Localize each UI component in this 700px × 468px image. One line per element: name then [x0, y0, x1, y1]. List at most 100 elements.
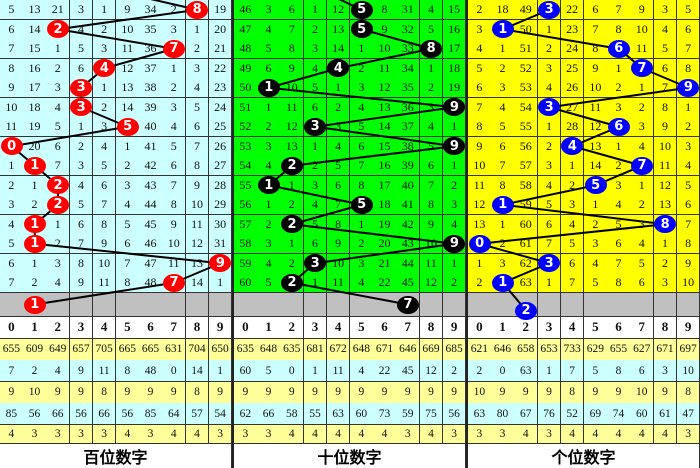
omission-cell: 8 [0, 58, 24, 79]
omission-cell: 18 [491, 0, 515, 20]
omission-cell: 7 [116, 253, 140, 274]
stat-cell: 9 [419, 381, 444, 404]
omission-cell: 1 [607, 136, 631, 157]
omission-cell: 4 [326, 136, 351, 157]
omission-cell: 1 [537, 273, 562, 293]
stat-cell: 697 [676, 338, 700, 361]
hit-ball: 4 [327, 59, 350, 78]
hit-ball: 5 [350, 0, 373, 19]
stat-cell: 8 [92, 381, 117, 404]
omission-cell: 34 [139, 0, 163, 20]
omission-cell: 10 [326, 253, 351, 274]
digit-header: 1 [23, 316, 47, 339]
omission-cell: 32 [396, 19, 421, 40]
omission-cell: 5 [257, 273, 281, 293]
hit-ball: 1 [491, 273, 514, 292]
digit-header: 2 [280, 316, 305, 339]
stat-cell: 1 [537, 360, 562, 382]
stat-cell: 75 [419, 403, 444, 425]
omission-cell: 8 [350, 175, 374, 196]
omission-cell: 4 [257, 253, 281, 274]
prediction-row-cell [92, 292, 117, 317]
omission-cell: 52 [514, 58, 539, 79]
omission-cell: 11 [162, 253, 187, 274]
hit-ball: 1 [23, 156, 46, 175]
hit-ball: 5 [116, 117, 139, 136]
hit-ball: 6 [607, 39, 630, 58]
stat-cell: 56 [69, 403, 94, 425]
omission-cell: 4 [630, 136, 655, 157]
omission-cell: 1 [419, 58, 444, 79]
omission-cell: 1 [442, 117, 467, 137]
hit-ball: 3 [538, 0, 561, 19]
hit-ball: 9 [443, 234, 466, 253]
omission-cell: 47 [234, 19, 258, 40]
omission-cell: 7 [653, 78, 678, 98]
omission-cell: 13 [653, 195, 678, 215]
digit-header: 3 [69, 316, 94, 339]
stat-cell: 45 [396, 360, 421, 382]
omission-cell: 3 [69, 0, 94, 20]
omission-cell: 8 [653, 97, 678, 118]
digit-header: 1 [257, 316, 281, 339]
stat-cell: 0 [280, 360, 305, 382]
omission-cell: 43 [139, 175, 163, 196]
stat-cell: 4 [607, 424, 631, 444]
omission-cell: 14 [373, 117, 397, 137]
prediction-row-cell [46, 292, 71, 317]
panel-title: 十位数字 [234, 443, 466, 468]
omission-cell: 9 [69, 273, 94, 293]
omission-cell: 18 [373, 195, 397, 215]
omission-cell: 59 [234, 253, 258, 274]
omission-cell: 11 [419, 253, 444, 274]
omission-cell: 2 [442, 273, 467, 293]
omission-cell: 8 [92, 214, 117, 235]
omission-cell: 5 [303, 214, 328, 235]
omission-cell: 16 [23, 58, 47, 79]
stat-cell: 4 [373, 424, 397, 444]
prediction-row-cell [442, 292, 467, 317]
omission-cell: 50 [234, 78, 258, 98]
omission-cell: 3 [92, 117, 117, 137]
omission-cell: 3 [537, 156, 562, 176]
omission-cell: 40 [396, 175, 421, 196]
omission-cell: 3 [350, 253, 374, 274]
stat-cell: 665 [116, 338, 140, 361]
omission-cell: 5 [676, 175, 700, 196]
omission-cell: 4 [257, 156, 281, 176]
omission-cell: 4 [257, 19, 281, 40]
omission-cell: 6 [116, 234, 140, 254]
omission-cell: 3 [350, 78, 374, 98]
stat-cell: 2 [468, 360, 492, 382]
omission-cell: 4 [676, 156, 700, 176]
hit-ball: 5 [350, 195, 373, 214]
hit-ball: 2 [47, 195, 69, 214]
omission-cell: 3 [584, 234, 608, 254]
omission-cell: 14 [116, 97, 140, 118]
omission-cell: 7 [0, 39, 24, 59]
digit-header: 6 [607, 316, 631, 339]
stat-cell: 11 [92, 360, 117, 382]
stat-cell: 704 [185, 338, 210, 361]
omission-cell: 5 [491, 117, 515, 137]
omission-cell: 3 [0, 195, 24, 215]
omission-cell: 1 [257, 195, 281, 215]
hit-ball: 1 [257, 176, 280, 195]
omission-cell: 2 [653, 253, 678, 274]
omission-cell: 45 [139, 214, 163, 235]
omission-cell: 7 [607, 0, 631, 20]
stat-cell: 3 [139, 424, 163, 444]
prediction-ball: 1 [23, 295, 46, 314]
hit-ball: 0 [0, 137, 23, 156]
omission-cell: 10 [653, 136, 678, 157]
omission-cell: 2 [162, 78, 187, 98]
omission-cell: 9 [185, 175, 210, 196]
digit-header: 2 [514, 316, 539, 339]
hit-ball: 7 [631, 59, 653, 78]
stat-cell: 3 [676, 424, 700, 444]
stat-cell: 3 [491, 424, 515, 444]
omission-cell: 10 [280, 78, 305, 98]
stat-cell: 635 [280, 338, 305, 361]
stat-cell: 649 [46, 338, 71, 361]
omission-cell: 6 [584, 0, 608, 20]
